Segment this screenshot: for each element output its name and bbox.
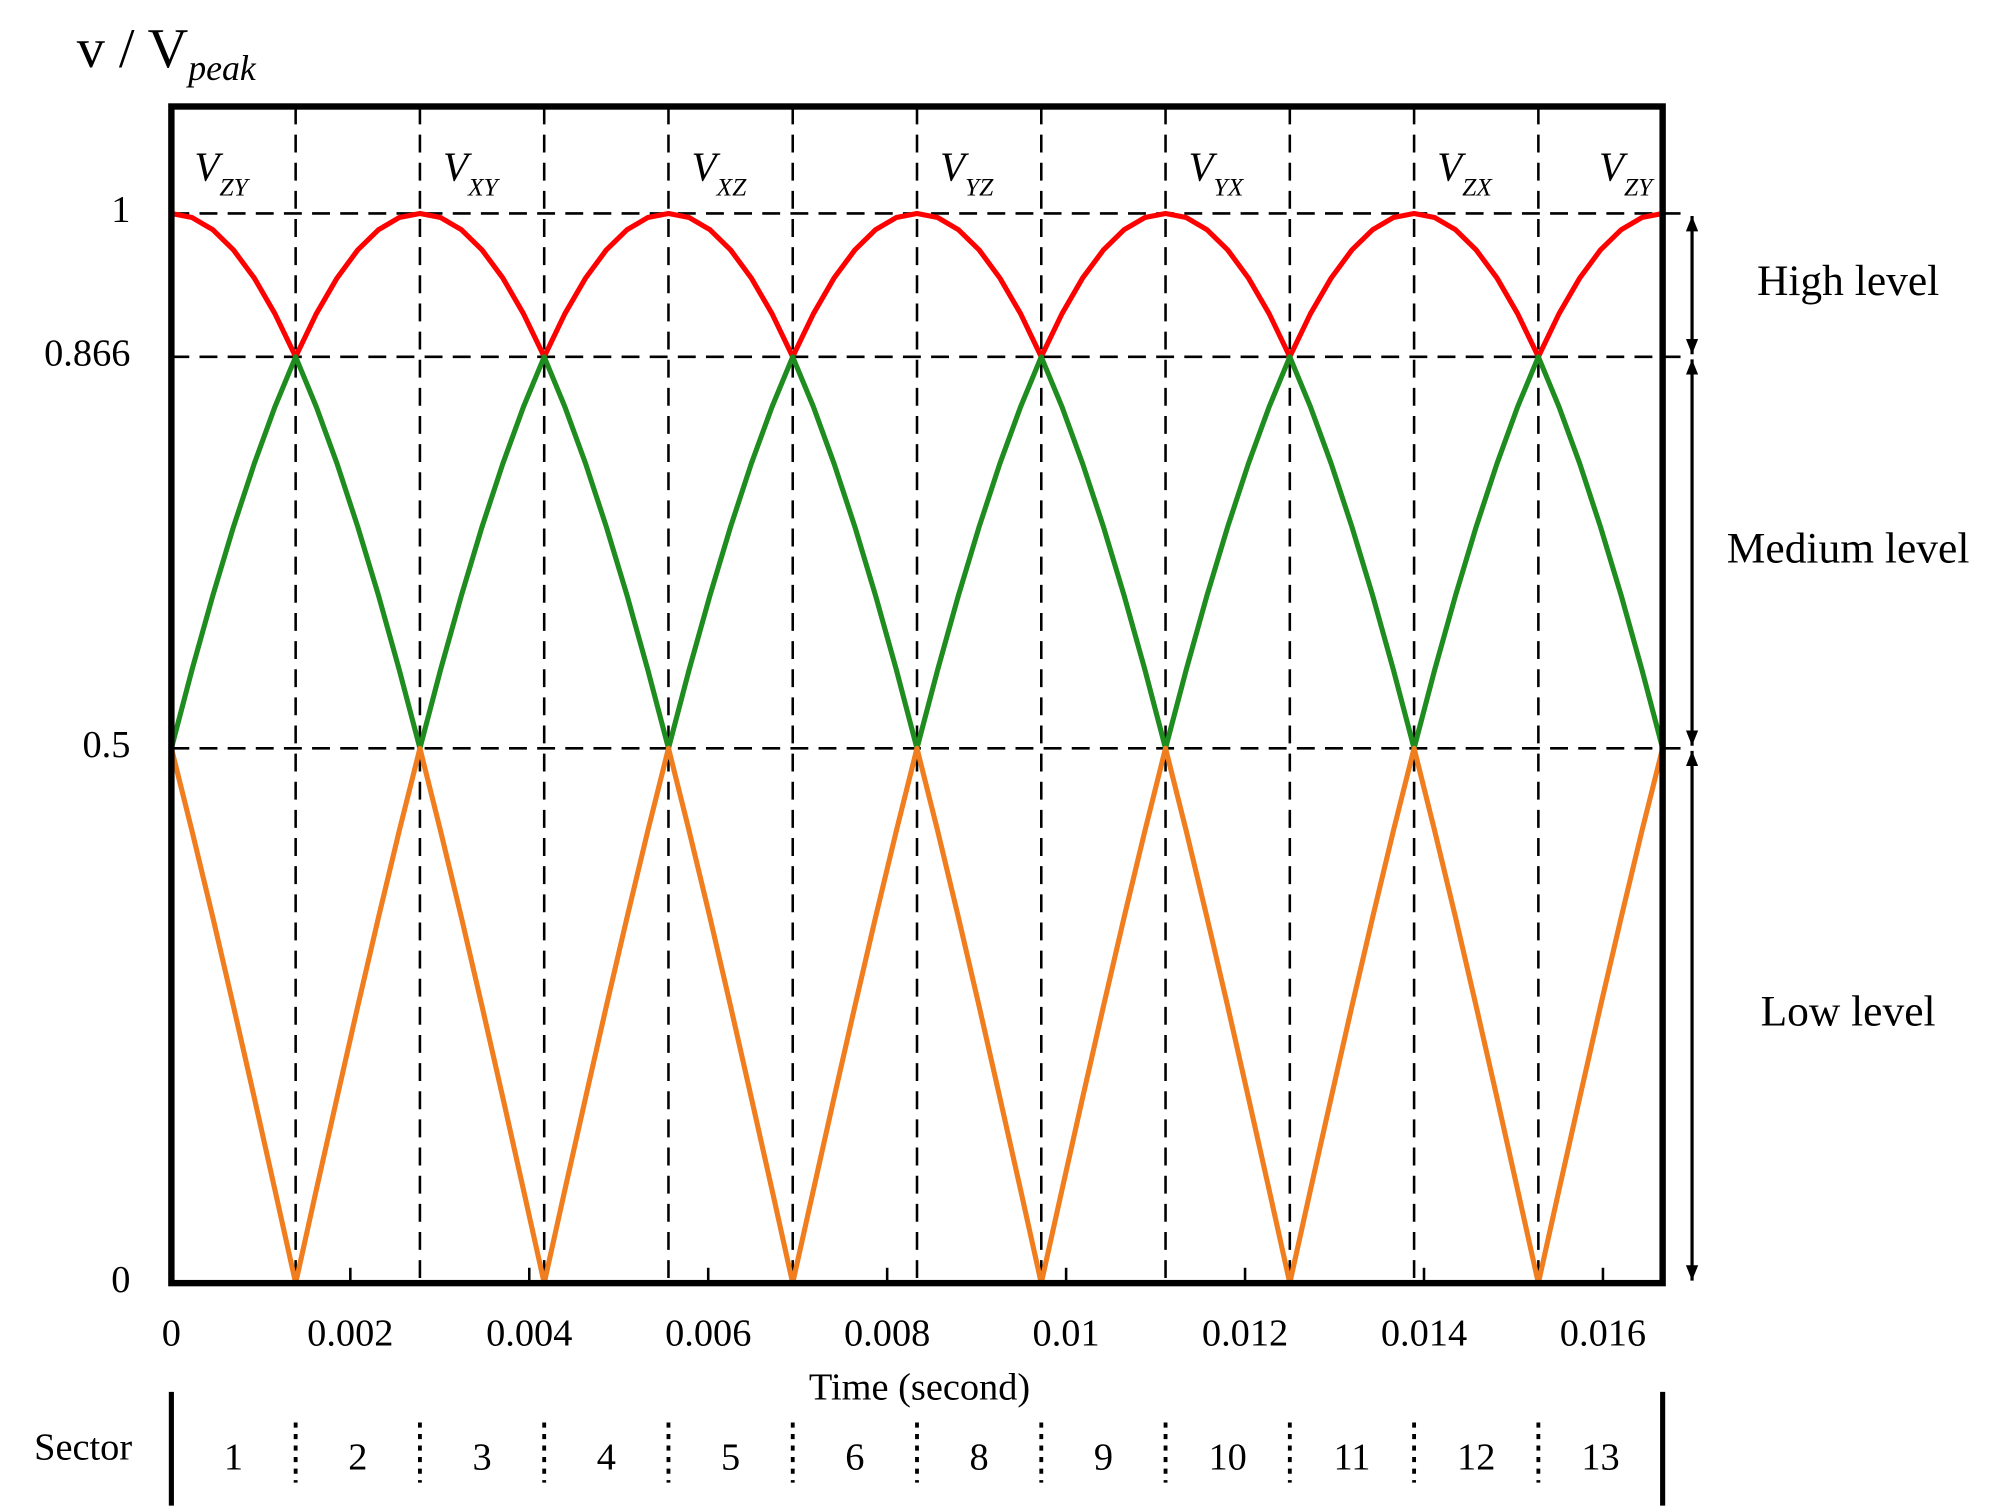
sector-label: 4 [597,1437,616,1479]
annotation-main: V [1189,145,1218,190]
sector-label: 13 [1581,1437,1619,1479]
x-tick-label: 0.006 [665,1313,751,1355]
sector-label: 11 [1333,1437,1370,1479]
x-tick-label: 0.008 [844,1313,930,1355]
sector-label: 2 [348,1437,367,1479]
annotation-main: V [1437,145,1466,190]
level-label: Medium level [1727,525,1970,573]
x-tick-label: 0.002 [307,1313,393,1355]
y-tick-label: 0.866 [44,333,130,375]
level-label: Low level [1761,988,1936,1036]
annotation: VYX [1189,145,1245,201]
x-tick-label: 0.01 [1033,1313,1100,1355]
plot-frame [168,103,1666,1287]
series-line [170,210,1664,360]
annotation-sub: ZY [1624,172,1655,201]
annotation: VZX [1437,145,1493,201]
annotation: VXZ [692,145,748,201]
x-axis-title: Time (second) [809,1366,1030,1408]
annotation: VZY [194,145,250,201]
sector-label: 12 [1457,1437,1495,1479]
annotation-main: V [940,145,969,190]
y-tick-label: 0.5 [82,724,130,766]
y-tick-label: 1 [111,189,130,231]
annotation-sub: XY [467,172,501,201]
y-axis-title-main: v / V [77,18,189,80]
annotation-sub: YZ [965,172,994,201]
annotation-main: V [443,145,472,190]
sector-label: 10 [1209,1437,1247,1479]
sector-label: 3 [472,1437,491,1479]
x-tick-label: 0.016 [1560,1313,1646,1355]
sector-label: 8 [970,1437,989,1479]
sector-label: 6 [845,1437,864,1479]
annotation-sub: ZY [219,172,250,201]
annotation: VXY [443,145,501,201]
annotation-sub: XZ [716,172,748,201]
sector-label: 5 [721,1437,740,1479]
x-tick-label: 0.014 [1381,1313,1467,1355]
annotation: VYZ [940,145,994,201]
x-tick-label: 0 [162,1313,181,1355]
y-axis-title: v / Vpeak [77,18,257,88]
x-tick-label: 0.012 [1202,1313,1288,1355]
y-tick-label: 0 [111,1259,130,1301]
annotation-sub: ZX [1462,172,1493,201]
annotation-main: V [692,145,721,190]
annotation-main: V [194,145,223,190]
annotation: VZY [1599,145,1655,201]
sector-label: 1 [224,1437,243,1479]
annotation-main: V [1599,145,1628,190]
series-line [168,745,1666,1286]
sector-title: Sector [34,1426,132,1468]
level-label: High level [1757,257,1939,305]
x-tick-label: 0.004 [486,1313,572,1355]
y-axis-title-sub: peak [185,48,257,88]
sector-label: 9 [1094,1437,1113,1479]
annotation-sub: YX [1214,172,1245,201]
series-line [168,354,1666,751]
